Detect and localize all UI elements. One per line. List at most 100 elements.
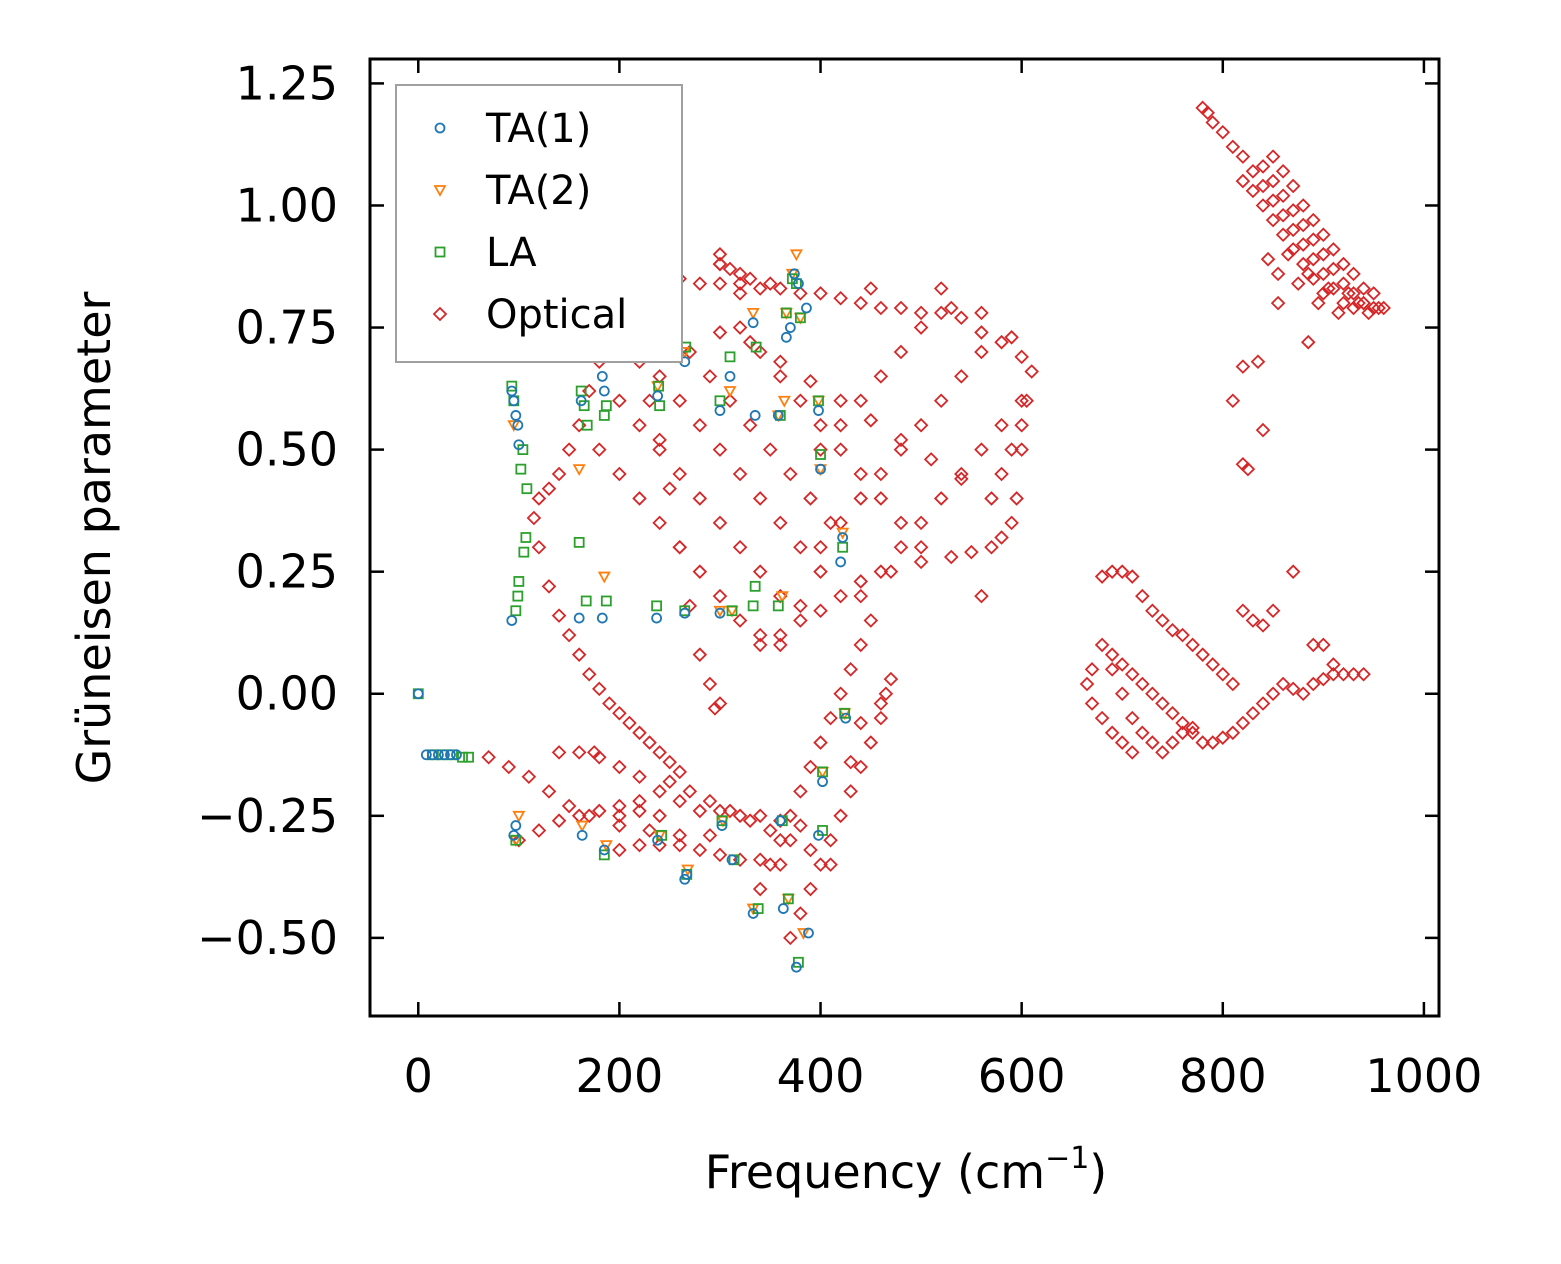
data-point [632, 803, 647, 819]
data-point [672, 764, 688, 780]
data-point [573, 536, 585, 548]
data-point [773, 627, 788, 643]
data-point [515, 463, 527, 475]
data-point [750, 341, 762, 353]
data-point [984, 491, 999, 506]
data-point [803, 373, 818, 389]
data-point [642, 823, 657, 838]
data-point [893, 344, 909, 360]
data-point [1306, 271, 1321, 286]
y-tick-label: 0.25 [236, 545, 338, 599]
data-point [853, 759, 869, 775]
data-point [1114, 735, 1130, 750]
data-point [597, 571, 611, 584]
data-point [843, 754, 858, 770]
data-point [813, 442, 828, 457]
data-point [732, 808, 748, 824]
data-point [513, 576, 525, 587]
data-point [1094, 569, 1110, 584]
x-tick-label: 400 [777, 1049, 865, 1103]
data-point [632, 725, 647, 741]
data-point [1245, 164, 1261, 179]
data-point [1336, 276, 1351, 291]
x-axis-title-main: Frequency (cm [705, 1145, 1045, 1199]
series-ta-1- [412, 268, 852, 973]
data-point [815, 449, 826, 460]
data-point [813, 539, 828, 555]
data-point [1371, 300, 1386, 316]
data-point [520, 532, 532, 543]
data-point [943, 300, 959, 316]
data-point [702, 369, 718, 384]
data-point [749, 410, 761, 421]
data-point [598, 385, 610, 397]
data-point [1316, 227, 1331, 243]
data-point [722, 803, 738, 819]
data-point [873, 466, 889, 482]
data-point [913, 320, 929, 335]
data-point [1104, 662, 1120, 677]
data-point [600, 400, 612, 412]
data-point [712, 276, 728, 291]
data-point [426, 749, 438, 761]
data-point [1175, 627, 1190, 643]
data-point [581, 666, 597, 682]
x-tick-label: 0 [404, 1049, 433, 1103]
data-point [813, 829, 824, 841]
data-point [632, 793, 647, 809]
data-point [1014, 442, 1029, 457]
data-point [439, 749, 450, 761]
data-point [612, 798, 627, 814]
y-axis-title: Grüneisen parameter [67, 291, 121, 784]
data-point [813, 564, 828, 579]
data-point [612, 759, 627, 775]
data-point [600, 595, 612, 607]
data-point [672, 539, 688, 555]
data-point [1295, 198, 1311, 213]
data-point [878, 686, 894, 702]
data-point [994, 334, 1009, 350]
data-point [795, 312, 806, 324]
data-point [1114, 657, 1130, 672]
data-point [541, 784, 557, 799]
data-point [803, 491, 818, 506]
data-point [1311, 295, 1326, 311]
data-point [612, 818, 627, 833]
data-point [581, 419, 593, 431]
data-point [1316, 247, 1331, 262]
data-point [1009, 491, 1024, 506]
data-point [1019, 393, 1034, 409]
x-tick-label: 600 [978, 1049, 1066, 1103]
data-point [575, 820, 589, 833]
data-point [1235, 173, 1251, 189]
data-point [1004, 515, 1019, 531]
data-point [652, 515, 667, 531]
data-point [1245, 706, 1261, 721]
data-point [853, 574, 869, 589]
data-point [933, 393, 949, 409]
data-point [1185, 725, 1200, 741]
data-point [747, 908, 759, 919]
data-point [457, 751, 468, 763]
data-point [793, 598, 808, 614]
data-point [1280, 247, 1296, 262]
data-point [1135, 588, 1150, 604]
legend-marker [434, 122, 446, 134]
legend-label: Optical [486, 292, 627, 338]
data-point [586, 745, 602, 760]
data-point [863, 613, 879, 628]
data-point [551, 466, 567, 482]
data-point [652, 442, 667, 457]
data-point [712, 247, 728, 262]
data-point [592, 681, 607, 697]
data-point [1094, 710, 1110, 726]
data-point [612, 466, 627, 482]
data-point [1326, 281, 1341, 296]
data-point [747, 317, 759, 329]
y-tick-label: 1.25 [236, 56, 338, 110]
data-point [873, 300, 889, 316]
data-point [712, 256, 728, 272]
data-point [853, 637, 869, 653]
data-point [1235, 603, 1251, 619]
data-point [651, 612, 663, 624]
